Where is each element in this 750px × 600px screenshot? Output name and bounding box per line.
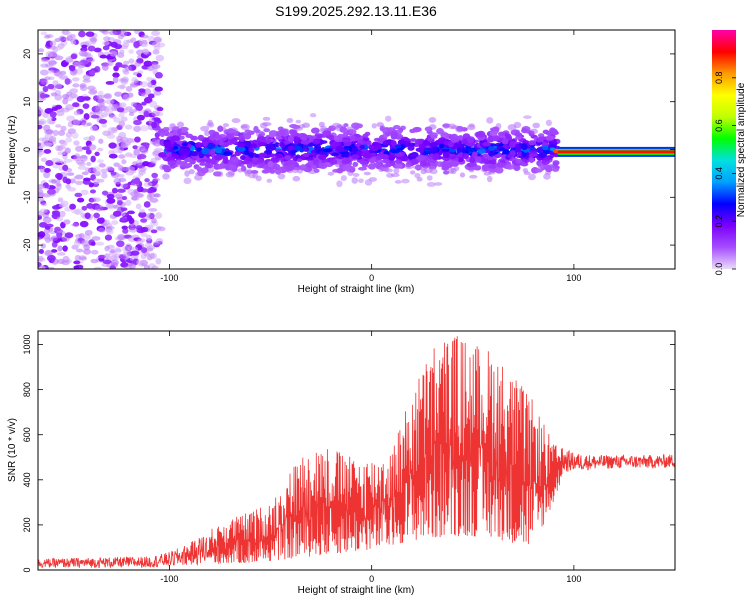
x-tick-label: 100 xyxy=(566,273,581,283)
colorbar-ticks: 0.0 0.2 0.4 0.6 0.8 xyxy=(714,72,736,276)
snr-plot-area xyxy=(38,331,675,570)
spectrogram-cells xyxy=(38,30,675,269)
y-tick-label: 10 xyxy=(22,97,32,107)
spectrogram-ylabel: Frequency (Hz) xyxy=(7,116,18,185)
colorbar-tick-label: 0.2 xyxy=(714,215,724,228)
x-tick-label: -100 xyxy=(160,574,178,584)
x-tick-label: 0 xyxy=(369,574,374,584)
line-core xyxy=(557,150,675,154)
x-tick-label: -100 xyxy=(160,273,178,283)
snr-xlabel: Height of straight line (km) xyxy=(298,585,415,596)
y-tick-label: 0 xyxy=(22,147,32,152)
y-tick-label: -20 xyxy=(22,239,32,252)
x-tick-label: 0 xyxy=(369,273,374,283)
colorbar-label: Normalized spectral amplitude xyxy=(736,82,747,217)
snr-frame xyxy=(37,330,676,571)
y-tick-label: 0 xyxy=(22,567,32,572)
snr-series-line xyxy=(38,336,675,569)
y-tick-label: 600 xyxy=(22,427,32,442)
y-tick-label: 20 xyxy=(22,49,32,59)
colorbar: 0.0 0.2 0.4 0.6 0.8 Normalized spectral ampl… xyxy=(712,30,747,275)
snr-ylabel: SNR (10 * v/v) xyxy=(7,418,18,482)
colorbar-tick-label: 0.4 xyxy=(714,167,724,180)
y-tick-label: 1000 xyxy=(22,335,32,355)
colorbar-tick-label: 0.8 xyxy=(714,72,724,85)
colorbar-tick-label: 0.6 xyxy=(714,119,724,132)
colorbar-scale xyxy=(712,30,736,269)
y-tick-label: -10 xyxy=(22,191,32,204)
y-tick-label: 400 xyxy=(22,472,32,487)
colorbar-tick-label: 0.0 xyxy=(714,263,724,276)
chart-title: S199.2025.292.13.11.E36 xyxy=(275,3,437,19)
x-tick-label: 100 xyxy=(566,574,581,584)
y-tick-label: 200 xyxy=(22,517,32,532)
y-tick-label: 800 xyxy=(22,382,32,397)
spectrogram-xlabel: Height of straight line (km) xyxy=(298,284,415,295)
